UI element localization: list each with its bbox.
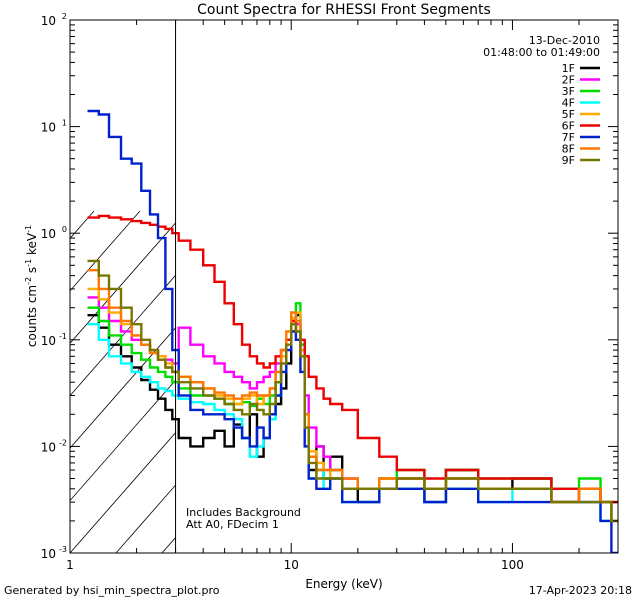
series-line-7F	[87, 109, 618, 553]
legend-label-6F: 6F	[562, 120, 575, 133]
series-line-8F	[87, 269, 618, 523]
hatch-line	[115, 484, 176, 553]
legend-label-8F: 8F	[562, 143, 575, 156]
legend-label-5F: 5F	[562, 108, 575, 121]
y-label-part-2: s	[25, 267, 39, 277]
y-tick-label: 10	[41, 227, 56, 241]
x-tick-label: 10	[284, 558, 299, 572]
generated-by-text: Generated by hsi_min_spectra_plot.pro	[4, 584, 220, 597]
legend-label-7F: 7F	[562, 131, 575, 144]
legend-label-3F: 3F	[562, 85, 575, 98]
y-label-part-3: keV	[25, 232, 39, 259]
plot-frame	[69, 19, 619, 554]
y-tick-exponent: -1	[59, 332, 67, 341]
hatch-line	[70, 274, 176, 397]
hatch-line	[0, 211, 2, 553]
y-tick-exponent: -3	[59, 545, 67, 554]
chart-title: Count Spectra for RHESSI Front Segments	[197, 2, 491, 18]
y-tick-label: 10	[41, 14, 56, 28]
y-tick-exponent: 1	[62, 119, 67, 128]
y-label-exp-3: -1	[24, 225, 33, 233]
legend-label-4F: 4F	[562, 97, 575, 110]
y-tick-exponent: -2	[59, 438, 67, 447]
annotation-background: Includes Background	[186, 506, 301, 519]
hatch-line	[622, 211, 640, 553]
date-text: 13-Dec-2010	[529, 34, 600, 47]
y-tick-exponent: 2	[62, 12, 67, 21]
x-tick-label: 1	[66, 558, 74, 572]
legend-label-9F: 9F	[562, 154, 575, 167]
y-tick-label: 10	[41, 334, 56, 348]
series-line-5F	[87, 287, 618, 523]
series-line-1F	[87, 314, 618, 504]
y-tick-exponent: 0	[62, 225, 67, 234]
x-axis-label: Energy (keV)	[305, 577, 382, 591]
y-label-part-1: counts cm	[25, 285, 39, 347]
y-tick-label: 10	[41, 547, 56, 561]
y-tick-label: 10	[41, 440, 56, 454]
hatch-line	[70, 327, 176, 449]
series-line-9F	[87, 259, 618, 523]
series-layer	[87, 109, 618, 553]
legend-label-1F: 1F	[562, 62, 575, 75]
timestamp-text: 17-Apr-2023 20:18	[528, 584, 632, 597]
hatch-line	[70, 210, 95, 239]
time-range-text: 01:48:00 to 01:49:00	[483, 46, 600, 59]
y-label-exp-1: -2	[24, 277, 33, 285]
y-label-exp-2: -1	[24, 259, 33, 267]
hatch-line	[161, 536, 176, 553]
x-tick-label: 100	[501, 558, 524, 572]
y-tick-label: 10	[41, 121, 56, 135]
hatch-line	[70, 432, 176, 553]
hatch-line	[70, 210, 141, 292]
annotation-attenuator: Att A0, FDecim 1	[186, 518, 279, 531]
y-axis-label: counts cm-2 s-1 keV-1	[24, 225, 39, 347]
hatch-line	[70, 222, 176, 344]
legend-label-2F: 2F	[562, 74, 575, 87]
